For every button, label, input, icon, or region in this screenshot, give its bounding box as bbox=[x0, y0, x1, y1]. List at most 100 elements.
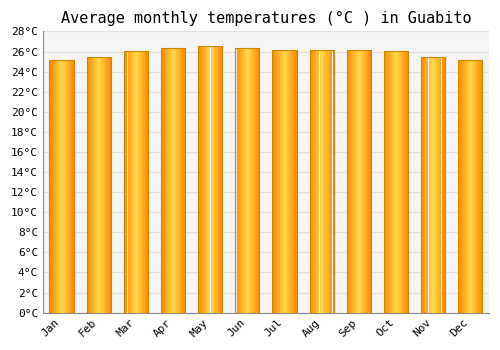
Bar bbox=[424, 57, 425, 313]
Bar bbox=[464, 60, 465, 313]
Bar bbox=[182, 48, 183, 313]
Bar bbox=[219, 46, 220, 313]
Bar bbox=[110, 57, 111, 313]
Bar bbox=[472, 60, 473, 313]
Bar bbox=[137, 50, 138, 313]
Bar bbox=[244, 48, 245, 313]
Bar bbox=[249, 48, 250, 313]
Bar bbox=[166, 48, 167, 313]
Bar bbox=[444, 57, 445, 313]
Bar bbox=[462, 60, 463, 313]
Bar bbox=[351, 50, 352, 313]
Bar bbox=[135, 50, 136, 313]
Bar bbox=[73, 60, 74, 313]
Bar bbox=[399, 50, 400, 313]
Bar bbox=[482, 60, 483, 313]
Bar bbox=[292, 50, 293, 313]
Bar bbox=[91, 57, 92, 313]
Bar bbox=[325, 50, 326, 313]
Bar bbox=[105, 57, 106, 313]
Bar bbox=[221, 46, 222, 313]
Bar bbox=[99, 57, 100, 313]
Bar bbox=[220, 46, 221, 313]
Bar bbox=[222, 46, 223, 313]
Bar bbox=[179, 48, 180, 313]
Bar bbox=[97, 57, 98, 313]
Bar bbox=[68, 60, 70, 313]
Bar bbox=[296, 50, 297, 313]
Bar bbox=[59, 60, 60, 313]
Bar bbox=[256, 48, 257, 313]
Bar bbox=[367, 50, 368, 313]
Bar bbox=[106, 57, 107, 313]
Bar bbox=[460, 60, 462, 313]
Bar bbox=[272, 50, 296, 313]
Bar bbox=[108, 57, 109, 313]
Bar bbox=[272, 50, 273, 313]
Bar bbox=[463, 60, 464, 313]
Bar bbox=[242, 48, 244, 313]
Bar bbox=[318, 50, 319, 313]
Bar bbox=[63, 60, 64, 313]
Bar bbox=[475, 60, 476, 313]
Bar bbox=[277, 50, 278, 313]
Bar bbox=[163, 48, 164, 313]
Bar bbox=[66, 60, 67, 313]
Bar bbox=[130, 50, 131, 313]
Bar bbox=[316, 50, 317, 313]
Bar bbox=[348, 50, 349, 313]
Bar bbox=[236, 48, 237, 313]
Bar bbox=[218, 46, 219, 313]
Bar bbox=[246, 48, 247, 313]
Bar bbox=[132, 50, 133, 313]
Bar bbox=[320, 50, 322, 313]
Bar bbox=[168, 48, 169, 313]
Bar bbox=[94, 57, 96, 313]
Bar bbox=[131, 50, 132, 313]
Bar bbox=[236, 48, 260, 313]
Bar bbox=[96, 57, 97, 313]
Bar bbox=[54, 60, 55, 313]
Bar bbox=[171, 48, 172, 313]
Bar bbox=[430, 57, 431, 313]
Bar bbox=[311, 50, 312, 313]
Bar bbox=[65, 60, 66, 313]
Bar bbox=[210, 46, 211, 313]
Bar bbox=[107, 57, 108, 313]
Bar bbox=[71, 60, 72, 313]
Bar bbox=[384, 50, 408, 313]
Bar bbox=[133, 50, 134, 313]
Bar bbox=[140, 50, 141, 313]
Bar bbox=[172, 48, 174, 313]
Bar bbox=[212, 46, 213, 313]
Bar bbox=[465, 60, 466, 313]
Bar bbox=[70, 60, 71, 313]
Bar bbox=[211, 46, 212, 313]
Bar bbox=[207, 46, 208, 313]
Bar bbox=[477, 60, 478, 313]
Bar bbox=[170, 48, 171, 313]
Bar bbox=[56, 60, 57, 313]
Bar bbox=[102, 57, 104, 313]
Bar bbox=[476, 60, 477, 313]
Bar bbox=[426, 57, 428, 313]
Bar bbox=[347, 50, 348, 313]
Bar bbox=[402, 50, 403, 313]
Bar bbox=[178, 48, 179, 313]
Bar bbox=[253, 48, 254, 313]
Bar bbox=[470, 60, 471, 313]
Bar bbox=[293, 50, 294, 313]
Bar bbox=[128, 50, 130, 313]
Bar bbox=[421, 57, 445, 313]
Bar bbox=[92, 57, 93, 313]
Bar bbox=[285, 50, 286, 313]
Bar bbox=[458, 60, 482, 313]
Bar bbox=[349, 50, 350, 313]
Bar bbox=[406, 50, 407, 313]
Bar bbox=[100, 57, 101, 313]
Bar bbox=[104, 57, 105, 313]
Bar bbox=[208, 46, 209, 313]
Bar bbox=[324, 50, 325, 313]
Bar bbox=[201, 46, 202, 313]
Bar bbox=[469, 60, 470, 313]
